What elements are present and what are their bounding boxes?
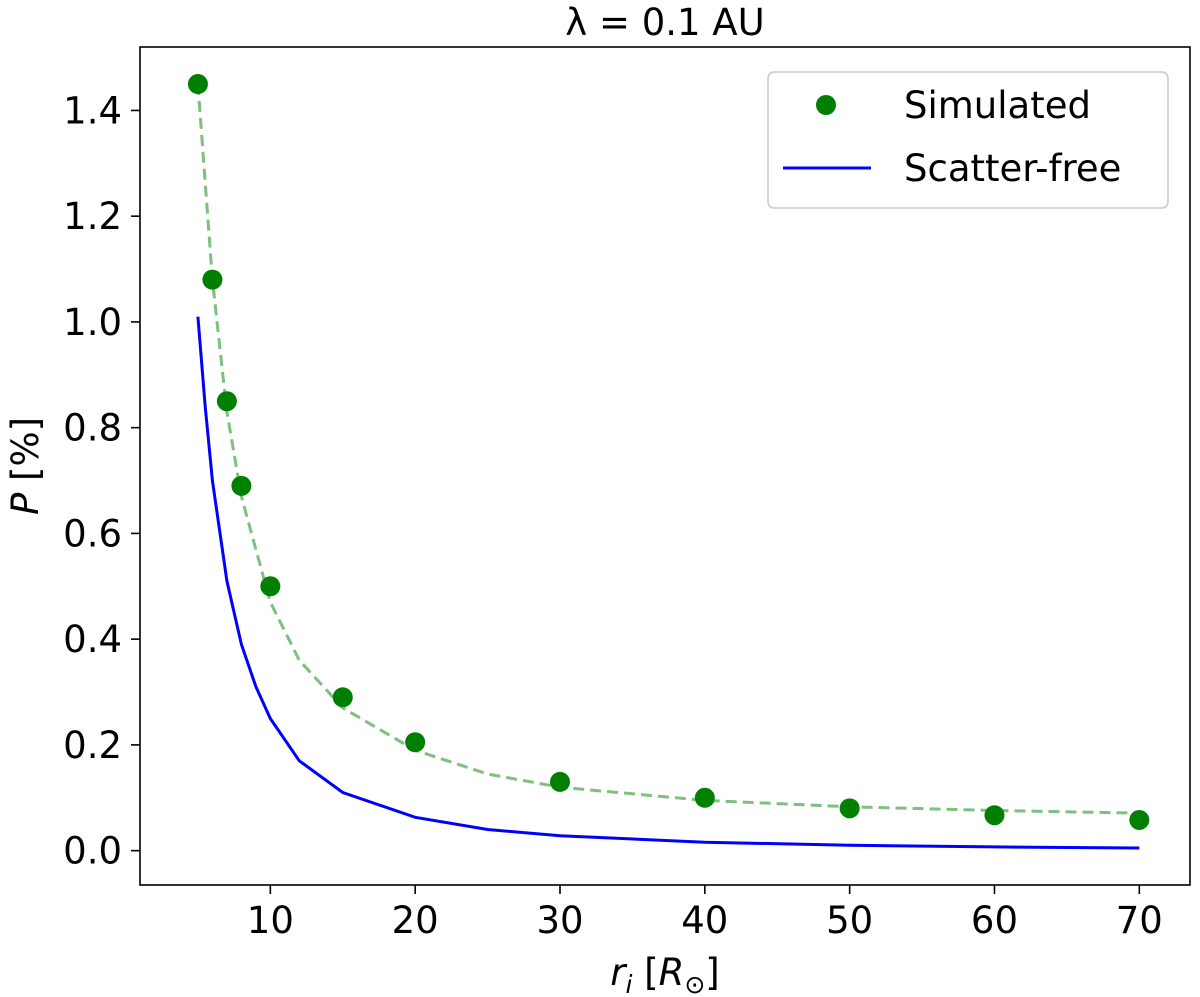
simulated-point <box>839 798 860 819</box>
series-fit-curve <box>196 83 1140 815</box>
simulated-point <box>332 687 353 708</box>
x-tick-label: 60 <box>971 899 1018 942</box>
simulated-point <box>984 805 1005 826</box>
y-tick-label: 1.4 <box>63 89 122 132</box>
simulated-point <box>405 732 426 753</box>
x-tick-label: 10 <box>247 899 294 942</box>
simulated-point <box>694 787 715 808</box>
y-tick-label: 1.0 <box>63 301 122 344</box>
x-tick-label: 70 <box>1116 899 1163 942</box>
simulated-point <box>231 475 252 496</box>
y-axis-label: P [%] <box>4 417 47 515</box>
x-tick-label: 50 <box>826 899 873 942</box>
x-tick-label: 40 <box>681 899 728 942</box>
y-tick-label: 0.0 <box>63 830 122 873</box>
legend-label-simulated: Simulated <box>904 84 1091 127</box>
y-tick-label: 0.2 <box>63 724 122 767</box>
y-tick-label: 0.4 <box>63 618 122 661</box>
y-tick-label: 1.2 <box>63 195 122 238</box>
simulated-point <box>1129 809 1150 830</box>
legend-label-scatter-free: Scatter-free <box>904 147 1121 190</box>
simulated-point <box>202 269 223 290</box>
simulated-point <box>187 74 208 95</box>
simulated-point <box>216 391 237 412</box>
axis-ticks: 10 20 30 40 50 60 70 0.0 0.2 0.4 0.6 0.8 1.0 1.2 1.4 <box>63 89 1163 942</box>
legend-box <box>767 71 1169 209</box>
legend: Simulated Scatter-free <box>767 71 1169 209</box>
x-tick-label: 30 <box>536 899 583 942</box>
y-tick-label: 0.6 <box>63 512 122 555</box>
x-axis-label: ri [R⊙] <box>610 951 719 997</box>
chart-title: λ = 0.1 AU <box>565 1 764 44</box>
x-tick-label: 20 <box>392 899 439 942</box>
series-layer <box>187 74 1150 850</box>
legend-marker-simulated <box>816 95 836 115</box>
series-scatter-free-line <box>196 316 1140 850</box>
simulated-point <box>550 771 570 792</box>
simulated-point <box>260 576 281 597</box>
y-tick-label: 0.8 <box>63 407 122 450</box>
plot-frame <box>139 46 1191 886</box>
